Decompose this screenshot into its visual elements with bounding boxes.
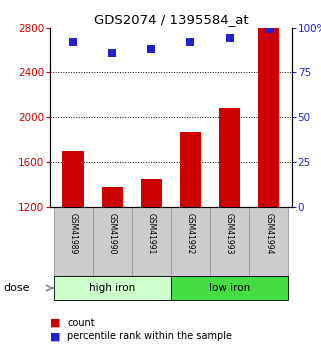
Bar	[171, 207, 210, 276]
Bar	[219, 108, 240, 207]
Bar	[54, 276, 171, 300]
Bar	[132, 207, 171, 276]
Text: low iron: low iron	[209, 283, 250, 293]
Point	[110, 50, 115, 56]
Bar	[93, 207, 132, 276]
Point	[227, 36, 232, 41]
Bar	[171, 276, 288, 300]
Point	[188, 39, 193, 45]
Bar	[249, 207, 288, 276]
Text: GSM41993: GSM41993	[225, 213, 234, 254]
Text: GSM41992: GSM41992	[186, 213, 195, 254]
Text: GSM41990: GSM41990	[108, 213, 117, 254]
Bar	[63, 151, 84, 207]
Text: count: count	[67, 318, 95, 327]
Text: percentile rank within the sample: percentile rank within the sample	[67, 332, 232, 341]
Text: ■: ■	[50, 332, 60, 341]
Bar	[258, 28, 279, 207]
Text: GSM41989: GSM41989	[69, 213, 78, 254]
Text: GSM41991: GSM41991	[147, 213, 156, 254]
Point	[266, 27, 271, 32]
Text: GSM41994: GSM41994	[264, 213, 273, 254]
Bar	[210, 207, 249, 276]
Bar	[101, 187, 123, 207]
Bar	[141, 179, 162, 207]
Text: dose: dose	[3, 283, 30, 293]
Text: high iron: high iron	[89, 283, 135, 293]
Point	[149, 46, 154, 52]
Title: GDS2074 / 1395584_at: GDS2074 / 1395584_at	[94, 13, 248, 27]
Point	[71, 39, 76, 45]
Bar	[54, 207, 93, 276]
Bar	[180, 132, 201, 207]
Text: ■: ■	[50, 318, 60, 327]
